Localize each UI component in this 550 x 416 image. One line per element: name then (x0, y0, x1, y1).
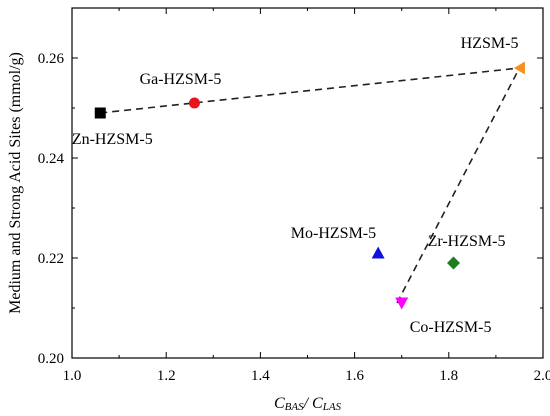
x-tick-label-2: 1.4 (251, 368, 270, 384)
x-tick-label-5: 2.0 (534, 368, 550, 384)
dashed-line-1 (396, 67, 521, 304)
label-co-hzsm-5: Co-HZSM-5 (410, 319, 492, 336)
axis-ticks: 1.0 1.2 1.4 1.6 1.8 2.0 0.20 0.22 0.24 0.26 (38, 7, 550, 384)
x-tick-label-3: 1.6 (345, 368, 364, 384)
point-hzsm-5 (513, 61, 525, 75)
data-points (94, 61, 525, 310)
point-mo-hzsm-5 (371, 246, 385, 259)
y-axis-label: Medium and Strong Acid Sites (mmol/g) (7, 52, 24, 314)
y-tick-label-0: 0.20 (38, 351, 64, 367)
x-tick-label-4: 1.8 (439, 368, 458, 384)
dashed-line-0 (100, 67, 520, 114)
label-ga-hzsm-5: Ga-HZSM-5 (140, 71, 222, 88)
x-axis-label: CBAS/ CLAS (274, 395, 342, 413)
point-ga-hzsm-5 (188, 97, 200, 109)
point-co-hzsm-5 (395, 297, 409, 310)
trend-lines (100, 67, 521, 304)
label-zr-hzsm-5: Zr-HZSM-5 (428, 233, 506, 250)
label-hzsm-5: HZSM-5 (461, 35, 519, 52)
label-zn-hzsm-5: Zn-HZSM-5 (72, 131, 153, 148)
plot-frame (71, 7, 544, 359)
y-tick-label-2: 0.24 (38, 151, 65, 167)
y-tick-label-3: 0.26 (38, 51, 65, 67)
y-tick-label-1: 0.22 (38, 251, 64, 267)
point-labels: Zn-HZSM-5 Ga-HZSM-5 HZSM-5 Mo-HZSM-5 Zr-HZSM… (72, 35, 519, 336)
label-mo-hzsm-5: Mo-HZSM-5 (291, 225, 376, 242)
x-tick-label-0: 1.0 (63, 368, 82, 384)
point-zn-hzsm-5 (94, 107, 106, 119)
x-tick-label-1: 1.2 (157, 368, 176, 384)
point-zr-hzsm-5 (447, 256, 461, 270)
